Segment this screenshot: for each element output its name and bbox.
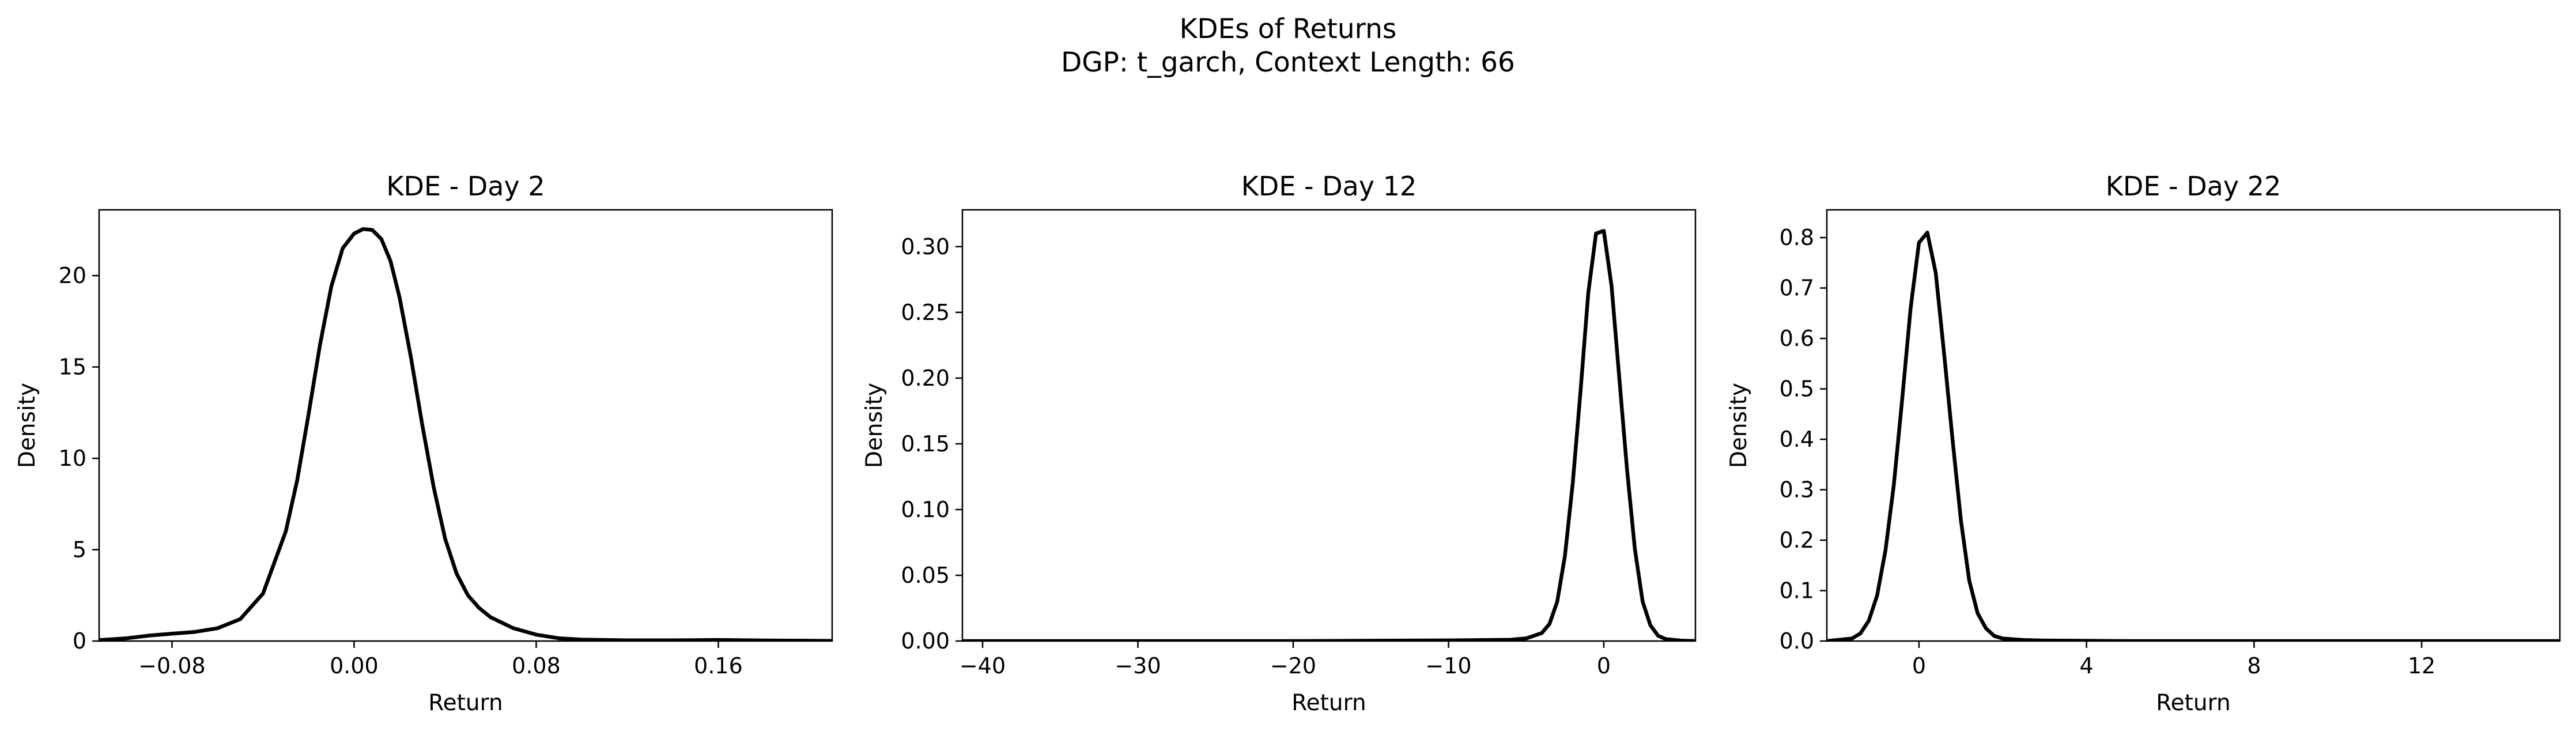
- x-tick-label: −10: [1425, 653, 1471, 679]
- density-line: [1827, 231, 2560, 641]
- y-tick-label: 0.30: [901, 234, 950, 259]
- y-tick-label: 15: [59, 355, 86, 380]
- figure-title: KDEs of Returns: [1179, 13, 1397, 45]
- y-tick-label: 0.3: [1780, 477, 1814, 503]
- axes-frame: [98, 209, 833, 642]
- x-tick-label: 0.08: [512, 653, 561, 679]
- y-tick-label: 0.8: [1780, 225, 1814, 250]
- y-tick-label: 20: [59, 263, 86, 288]
- y-tick-label: 0.05: [901, 563, 950, 588]
- y-tick-label: 0.5: [1780, 376, 1814, 402]
- x-tick-label: −30: [1115, 653, 1161, 679]
- y-tick-label: 0.2: [1780, 527, 1814, 553]
- y-tick-label: 0.10: [901, 497, 950, 522]
- y-tick-label: 10: [59, 446, 86, 471]
- y-axis-label: Density: [1726, 383, 1752, 468]
- kde-panel-1: −0.08 0.00 0.08 0.16 0 5 10 15 20 KDE - Day 2 Retu…: [14, 171, 833, 716]
- x-axis-label: Return: [1291, 690, 1366, 716]
- panel-title: KDE - Day 22: [2106, 171, 2281, 202]
- y-tick-label: 0.00: [901, 628, 950, 654]
- figure-subtitle: DGP: t_garch, Context Length: 66: [1061, 47, 1515, 78]
- panel-title: KDE - Day 2: [386, 171, 545, 202]
- y-tick-label: 0.15: [901, 431, 950, 457]
- density-line: [962, 229, 1695, 641]
- x-tick-label: −20: [1270, 653, 1316, 679]
- panel-title: KDE - Day 12: [1241, 171, 1417, 202]
- x-tick-label: 0.00: [330, 653, 379, 679]
- y-tick-label: 0.4: [1780, 427, 1814, 452]
- y-tick-label: 0.25: [901, 300, 950, 325]
- x-tick-label: 0.16: [694, 653, 743, 679]
- x-tick-label: −0.08: [138, 653, 205, 679]
- x-tick-label: 0: [1597, 653, 1611, 679]
- x-tick-label: 8: [2247, 653, 2261, 679]
- kde-panel-2: −40 −30 −20 −10 0 0.00 0.05 0.10 0.15 0.20 0.25 0.3…: [862, 171, 1697, 716]
- y-tick-label: 0.1: [1780, 578, 1814, 604]
- y-axis-label: Density: [14, 383, 40, 468]
- kde-panel-3: 0 4 8 12 0.0 0.1 0.2 0.3 0.4 0.5 0.6 0.7 0.8 KDE - Da…: [1726, 171, 2561, 716]
- x-tick-label: 12: [2408, 653, 2435, 679]
- figure-title-block: KDEs of Returns DGP: t_garch, Context Le…: [0, 13, 2576, 80]
- axes-frame: [1826, 209, 2561, 642]
- y-axis-label: Density: [862, 383, 887, 468]
- density-line: [99, 227, 832, 641]
- y-tick-label: 0: [73, 628, 86, 654]
- y-tick-label: 0.20: [901, 365, 950, 391]
- y-tick-label: 5: [73, 537, 86, 563]
- axes-frame: [961, 209, 1697, 642]
- x-axis-label: Return: [428, 690, 503, 716]
- y-tick-label: 0.7: [1780, 276, 1814, 301]
- x-tick-label: 4: [2080, 653, 2094, 679]
- x-tick-label: −40: [960, 653, 1006, 679]
- y-tick-label: 0.6: [1780, 326, 1814, 351]
- x-axis-label: Return: [2156, 690, 2230, 716]
- x-tick-label: 0: [1912, 653, 1926, 679]
- y-tick-label: 0.0: [1780, 628, 1814, 654]
